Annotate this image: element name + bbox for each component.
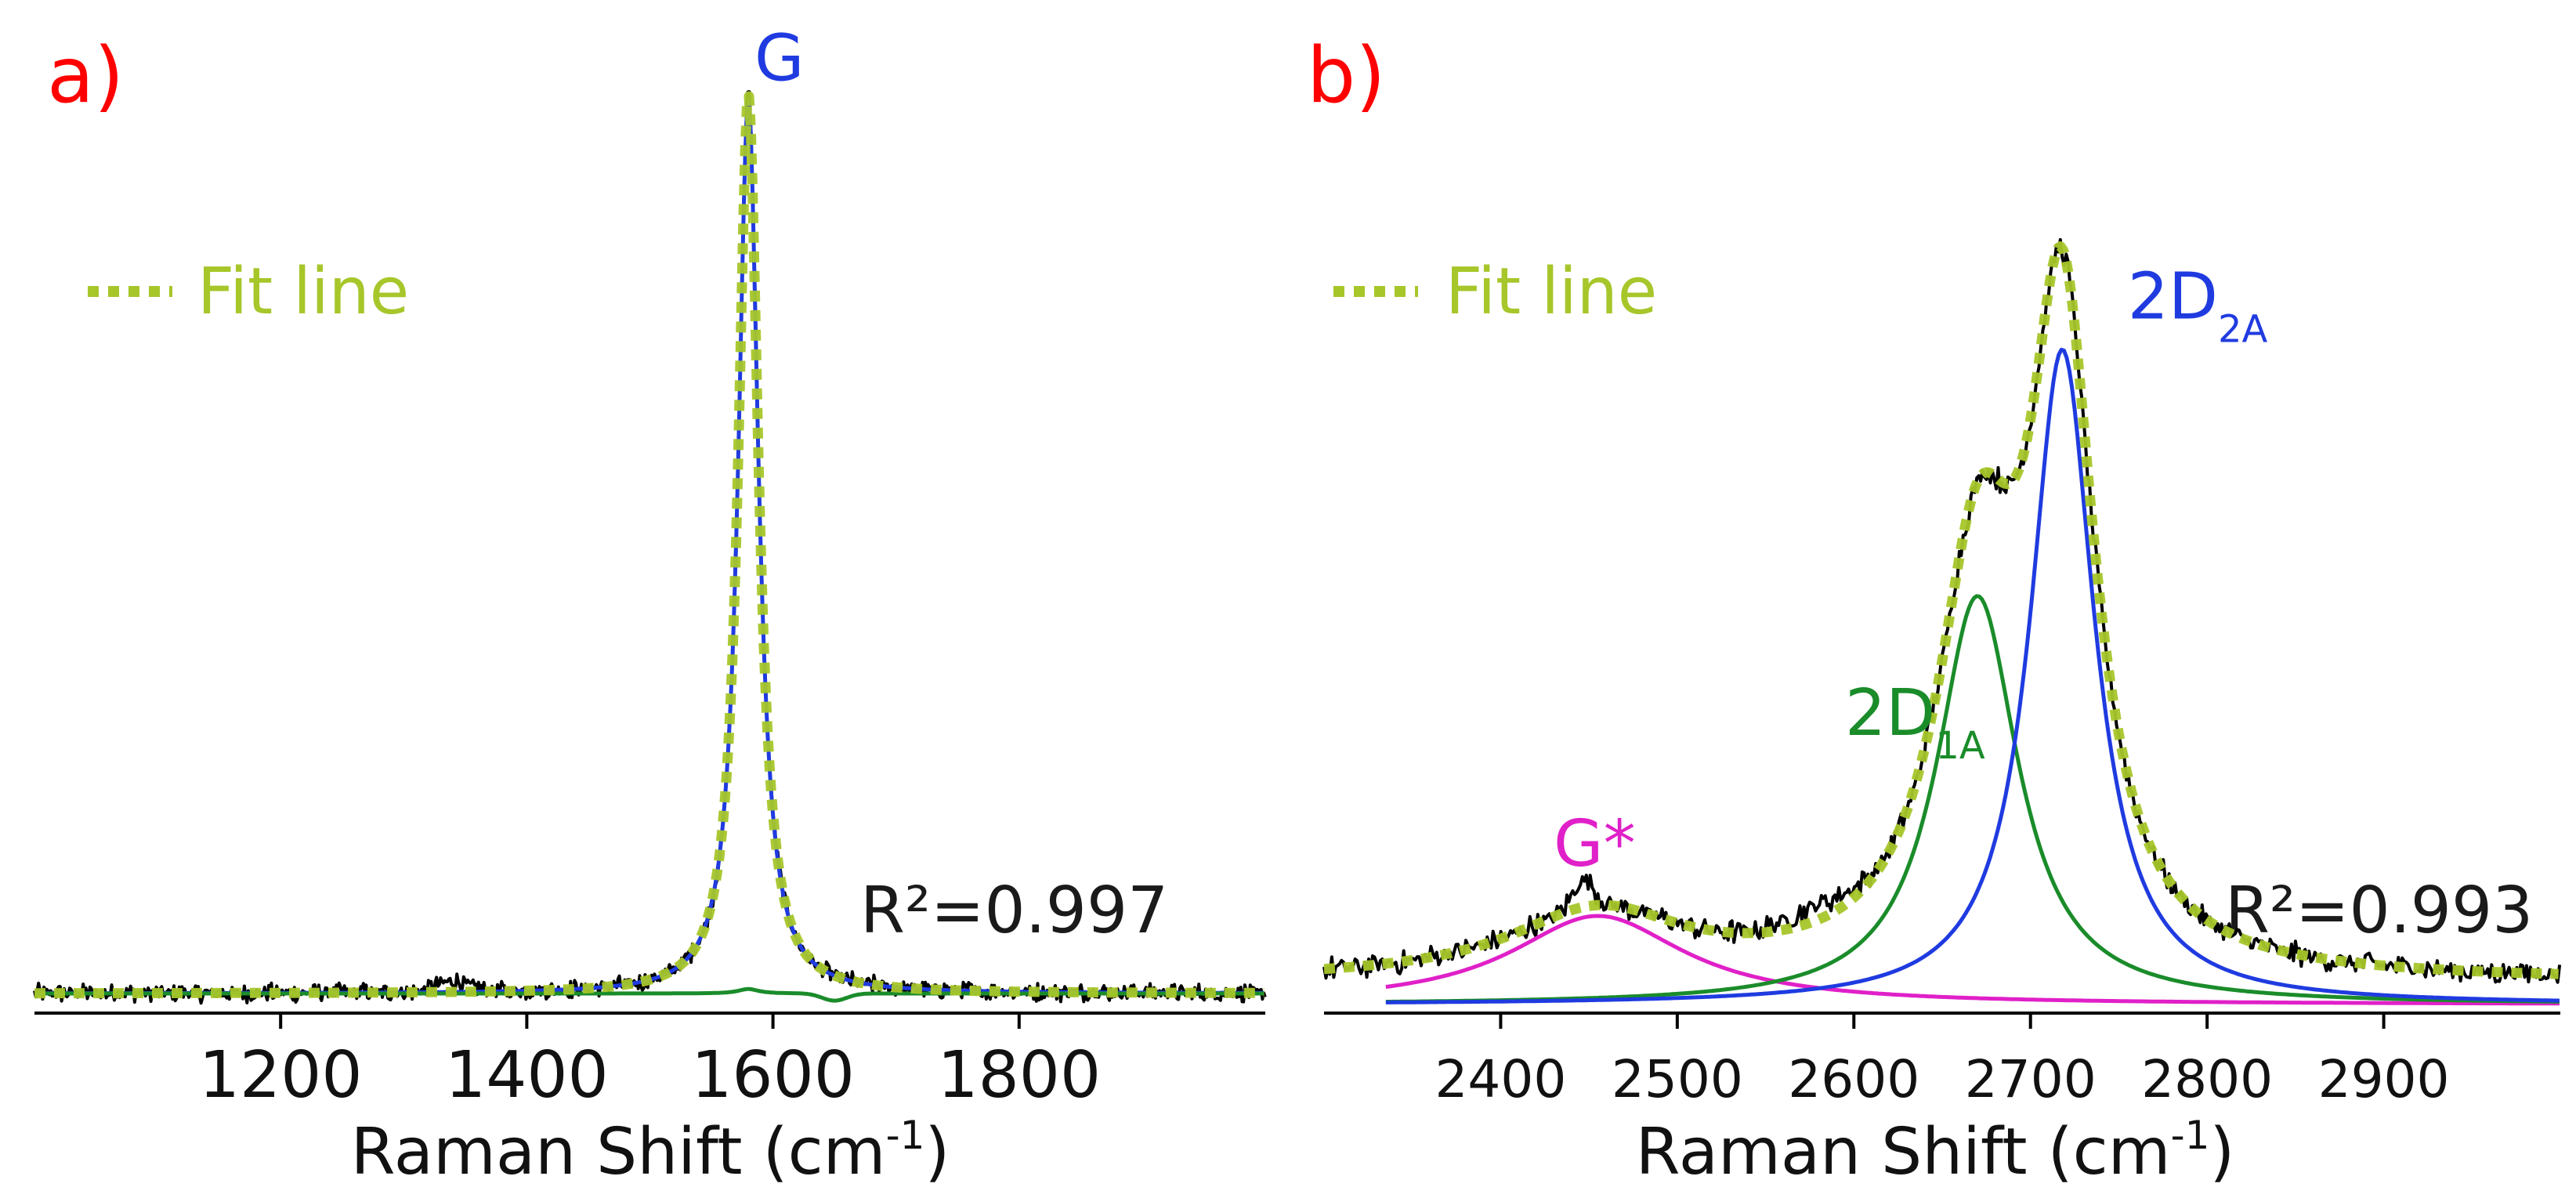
x-tick-label: 2900 [2318,1049,2450,1109]
peak-label-main: 2D [2128,259,2218,334]
peak-label: G [754,22,805,96]
peak-label: 2D1A [1845,676,1985,768]
panel-a-r2: R²=0.997 [860,874,1168,948]
panel-a: a) Fit line R²=0.997 G 1200 1400 1600 1800 … [31,22,1268,1189]
x-tick-label: 2700 [1965,1049,2097,1109]
x-tick-label: 2500 [1612,1049,1743,1109]
series-raw-spectrum [1322,237,2562,984]
series-fit-line [31,91,1268,999]
peak-label-main: G* [1554,807,1636,881]
series-g-component [34,99,1264,996]
panel-a-peak-labels: G [754,22,805,96]
panel-b-legend-label: Fit line [1445,255,1657,329]
x-tick-label: 2400 [1435,1049,1566,1109]
x-tick-label: 2600 [1788,1049,1919,1109]
panel-b-r2: R²=0.993 [2225,874,2533,948]
panel-a-xlabel-sup: -1 [886,1113,925,1158]
peak-label-sub: 1A [1935,724,1985,768]
series-2d2a-component [1385,347,2560,1004]
series-raw-spectrum [33,90,1267,1005]
panel-b-label: b) [1307,31,1385,121]
x-tick-label: 1600 [691,1038,855,1113]
panel-b-curves [1321,237,2562,1006]
series-g-component [1385,914,2560,1006]
x-tick-label: 1400 [445,1038,609,1113]
peak-label: 2D2A [2128,259,2268,351]
panel-b-xlabel-sup: -1 [2171,1113,2210,1158]
panel-b-xlabel-text: Raman Shift (cm [1636,1115,2171,1189]
panel-a-curves [31,90,1268,1005]
panel-a-legend: Fit line [88,255,409,329]
peak-label-main: 2D [1845,676,1935,751]
x-tick-label: 2800 [2141,1049,2273,1109]
panel-b-legend: Fit line [1333,255,1657,329]
peak-label: G* [1554,807,1636,881]
panel-a-xlabel: Raman Shift (cm-1) [351,1113,950,1189]
panel-b-xlabel-tail: ) [2209,1115,2234,1189]
panel-a-xlabel-tail: ) [924,1115,950,1189]
panel-b-x-ticks: 2400 2500 2600 2700 2800 2900 [1435,1013,2450,1109]
peak-label-sub: 2A [2218,307,2268,351]
panel-a-label: a) [47,31,124,121]
peak-label-main: G [754,22,805,96]
panel-b-xlabel: Raman Shift (cm-1) [1636,1113,2235,1189]
x-tick-label: 1200 [199,1038,363,1113]
x-tick-label: 1800 [937,1038,1101,1113]
series-fit-line [1321,241,2561,979]
panel-a-x-ticks: 1200 1400 1600 1800 [199,1013,1101,1113]
panel-a-xlabel-text: Raman Shift (cm [351,1115,886,1189]
panel-a-legend-label: Fit line [197,255,409,329]
series-2d1a-component [1385,594,2560,1004]
